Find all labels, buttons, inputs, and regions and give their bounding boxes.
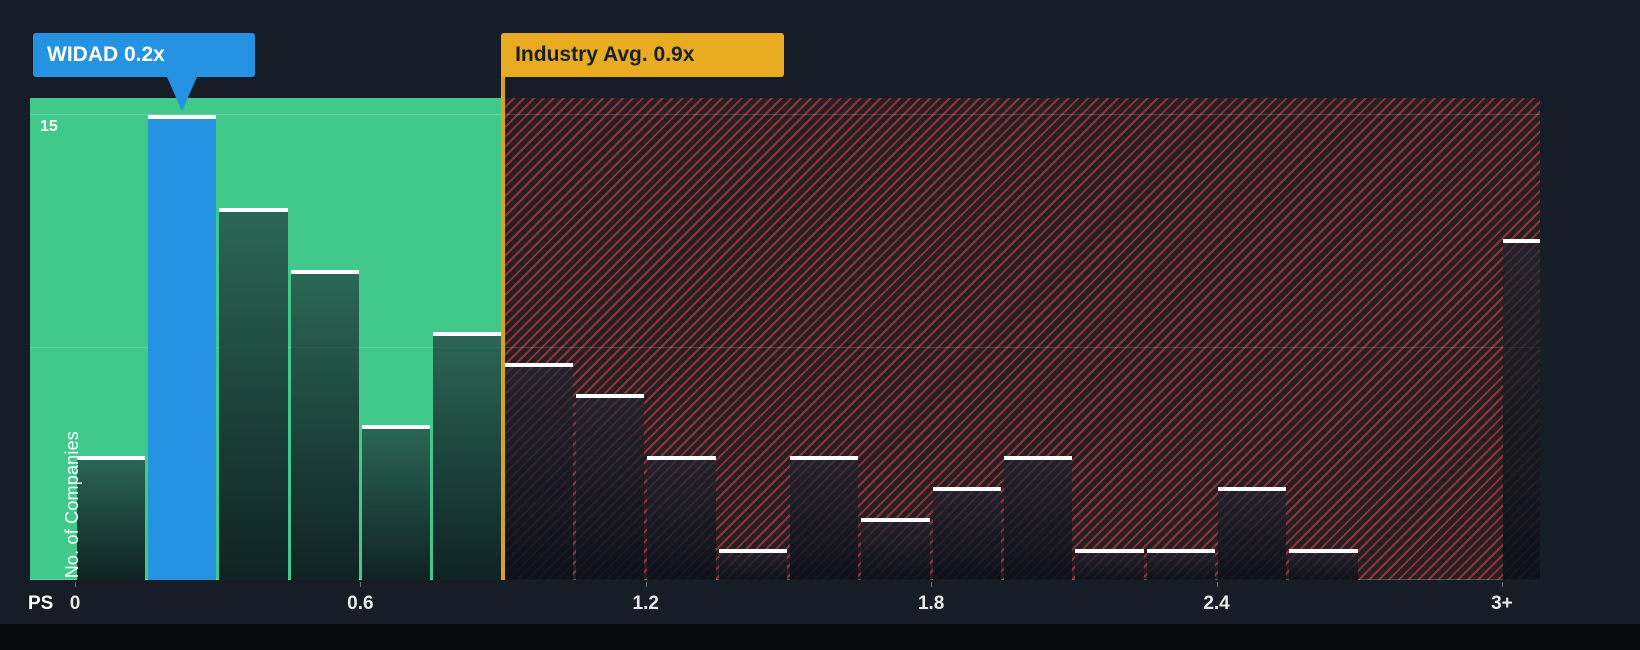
company-tooltip: WIDAD 0.2x — [33, 33, 255, 77]
histogram-bar[interactable] — [504, 363, 573, 580]
y-gridline — [30, 114, 1540, 116]
bar-top-cap — [932, 487, 1001, 492]
above-industry-avg-region — [503, 98, 1540, 580]
histogram-bar[interactable] — [718, 549, 787, 580]
bar-top-cap — [433, 332, 502, 337]
x-axis: PS 0 0.6 1.2 1.8 2.4 3+ — [0, 593, 1640, 621]
histogram-bar[interactable] — [1004, 456, 1073, 580]
bar-top-cap — [1146, 549, 1216, 554]
bar-top-cap — [147, 115, 217, 120]
bar-top-cap — [1503, 239, 1540, 244]
histogram-bar[interactable] — [1218, 487, 1287, 580]
bar-top-cap — [647, 456, 716, 461]
company-bar[interactable] — [147, 115, 217, 580]
histogram-bar[interactable] — [647, 456, 716, 580]
histogram-bar[interactable] — [433, 332, 502, 580]
histogram-bar[interactable] — [1146, 549, 1216, 580]
x-axis-tick-mark — [931, 582, 933, 587]
bottom-bar — [0, 624, 1640, 650]
x-axis-unit-label: PS — [28, 593, 54, 614]
bar-top-cap — [718, 549, 787, 554]
histogram-bar[interactable] — [1075, 549, 1144, 580]
x-axis-tick-label: 0.6 — [347, 593, 374, 614]
company-tooltip-pointer-icon — [167, 77, 198, 111]
y-axis-tick-label: 15 — [40, 118, 58, 135]
company-tooltip-label: WIDAD 0.2x — [47, 43, 165, 66]
industry-avg-line — [501, 56, 506, 580]
x-axis-tick-label: 0 — [69, 593, 81, 614]
histogram-bar[interactable] — [219, 208, 288, 580]
histogram-bar[interactable] — [932, 487, 1001, 580]
bar-top-cap — [290, 270, 359, 275]
bar-top-cap — [361, 425, 431, 430]
bar-top-cap — [789, 456, 859, 461]
histogram-bar[interactable] — [575, 394, 645, 580]
x-axis-tick-mark — [645, 582, 647, 587]
y-axis-title: No. of Companies — [62, 430, 82, 578]
bar-top-cap — [504, 363, 573, 368]
histogram-bar[interactable] — [861, 518, 930, 580]
histogram-bar[interactable] — [290, 270, 359, 580]
plot-area: 15 No. of Companies — [30, 98, 1540, 580]
histogram-bar[interactable] — [361, 425, 431, 580]
bar-top-cap — [1289, 549, 1358, 554]
industry-avg-tooltip: Industry Avg. 0.9x — [501, 33, 785, 77]
x-axis-tick-label: 3+ — [1491, 593, 1513, 614]
histogram-bar[interactable] — [76, 456, 145, 580]
histogram-bar[interactable] — [1503, 239, 1540, 580]
bar-top-cap — [1218, 487, 1287, 492]
bar-top-cap — [1004, 456, 1073, 461]
x-axis-tick-mark — [1216, 582, 1218, 587]
y-gridline — [30, 346, 1540, 348]
bar-top-cap — [1075, 549, 1144, 554]
x-axis-tick-mark — [1501, 582, 1503, 587]
x-axis-tick-mark — [75, 582, 76, 587]
x-axis-tick-mark — [360, 582, 362, 587]
industry-tooltip-label: Industry Avg. 0.9x — [515, 43, 695, 66]
histogram-bar[interactable] — [1289, 549, 1358, 580]
x-axis-tick-label: 2.4 — [1203, 593, 1230, 614]
bar-top-cap — [219, 208, 288, 213]
histogram-bar[interactable] — [789, 456, 859, 580]
x-axis-tick-label: 1.8 — [917, 593, 945, 614]
x-axis-tick-label: 1.2 — [632, 593, 659, 614]
bar-top-cap — [76, 456, 145, 461]
bar-top-cap — [861, 518, 930, 523]
bar-top-cap — [575, 394, 645, 399]
